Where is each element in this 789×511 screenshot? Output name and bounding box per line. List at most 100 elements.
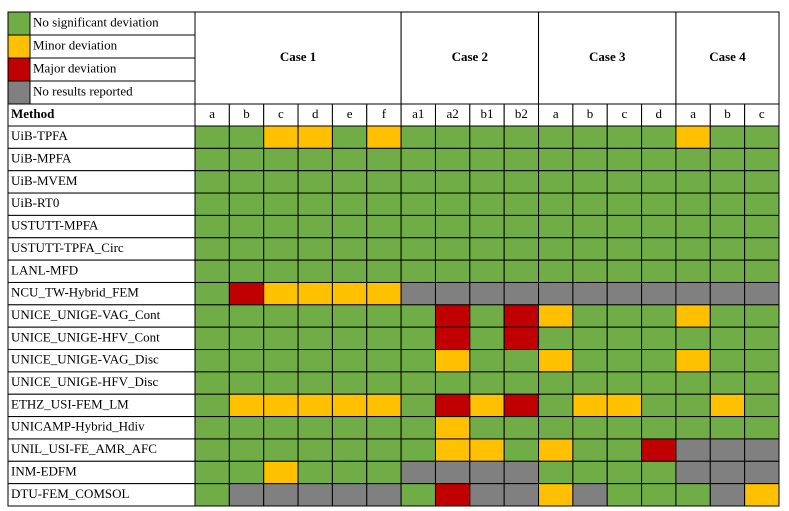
status-cell — [263, 438, 299, 462]
status-cell — [641, 214, 677, 239]
status-cell — [606, 125, 643, 149]
status-cell — [469, 438, 505, 462]
status-cell — [228, 170, 265, 194]
status-cell — [641, 460, 677, 485]
status-cell — [434, 326, 471, 351]
status-cell — [366, 349, 402, 373]
status-cell — [675, 326, 711, 351]
status-cell — [744, 125, 780, 149]
method-name: NCU_TW-Hybrid_FEM — [11, 285, 139, 300]
status-cell — [331, 393, 368, 418]
status-cell — [400, 349, 436, 373]
status-cell — [194, 237, 230, 261]
status-cell — [606, 438, 643, 462]
status-cell — [709, 326, 746, 351]
status-cell — [503, 281, 540, 306]
status-cell — [228, 326, 265, 351]
subcolumn-label: a1 — [412, 106, 424, 121]
status-cell — [606, 304, 643, 328]
case-header-cell — [400, 11, 540, 105]
subcolumn-label: b — [243, 106, 250, 121]
status-cell — [366, 371, 402, 395]
method-name: UiB-MVEM — [11, 173, 78, 188]
status-cell — [572, 416, 608, 440]
status-cell — [400, 170, 436, 194]
status-cell — [641, 416, 677, 440]
status-cell — [297, 304, 333, 328]
status-cell — [400, 304, 436, 328]
status-cell — [228, 304, 265, 328]
subcolumn-label: a — [690, 106, 696, 121]
status-cell — [709, 192, 746, 216]
status-cell — [675, 237, 711, 261]
legend-label: No results reported — [33, 83, 133, 98]
status-cell — [194, 349, 230, 373]
status-cell — [606, 147, 643, 172]
status-cell — [744, 438, 780, 462]
status-cell — [641, 438, 677, 462]
status-cell — [228, 125, 265, 149]
status-cell — [434, 192, 471, 216]
status-cell — [538, 460, 574, 485]
status-cell — [434, 259, 471, 283]
status-cell — [400, 393, 436, 418]
status-cell — [434, 460, 471, 485]
status-cell — [744, 304, 780, 328]
status-cell — [503, 326, 540, 351]
status-cell — [263, 371, 299, 395]
status-cell — [538, 192, 574, 216]
status-cell — [366, 281, 402, 306]
subcolumn-label: b2 — [515, 106, 528, 121]
status-cell — [228, 416, 265, 440]
subcolumn-label: d — [312, 106, 319, 121]
status-cell — [503, 483, 540, 507]
status-cell — [469, 281, 505, 306]
status-cell — [641, 259, 677, 283]
status-cell — [641, 371, 677, 395]
status-cell — [434, 349, 471, 373]
status-cell — [641, 170, 677, 194]
subcolumn-label: c — [622, 106, 628, 121]
subcolumn-label: b1 — [481, 106, 494, 121]
status-cell — [675, 259, 711, 283]
status-cell — [538, 147, 574, 172]
status-cell — [538, 259, 574, 283]
status-cell — [400, 147, 436, 172]
status-cell — [641, 147, 677, 172]
status-cell — [744, 237, 780, 261]
status-cell — [744, 393, 780, 418]
status-cell — [469, 371, 505, 395]
status-cell — [641, 125, 677, 149]
status-cell — [606, 416, 643, 440]
status-cell — [331, 460, 368, 485]
status-cell — [263, 125, 299, 149]
status-cell — [744, 460, 780, 485]
method-name: USTUTT-MPFA — [11, 218, 99, 233]
status-cell — [297, 483, 333, 507]
status-cell — [709, 214, 746, 239]
status-cell — [572, 237, 608, 261]
status-cell — [709, 393, 746, 418]
status-cell — [503, 125, 540, 149]
status-cell — [297, 281, 333, 306]
status-cell — [366, 393, 402, 418]
status-cell — [400, 192, 436, 216]
status-cell — [263, 281, 299, 306]
status-cell — [675, 349, 711, 373]
status-cell — [400, 438, 436, 462]
status-cell — [469, 304, 505, 328]
status-cell — [709, 125, 746, 149]
status-cell — [366, 214, 402, 239]
subcolumn-label: e — [347, 106, 353, 121]
legend-label: Major deviation — [33, 60, 117, 75]
status-cell — [538, 170, 574, 194]
legend-swatch — [7, 57, 31, 82]
subcolumn-label: b — [587, 106, 594, 121]
subcolumn-label: b — [724, 106, 731, 121]
status-cell — [331, 416, 368, 440]
status-cell — [263, 170, 299, 194]
status-cell — [709, 304, 746, 328]
status-cell — [538, 326, 574, 351]
subcolumn-label: d — [656, 106, 663, 121]
status-cell — [469, 125, 505, 149]
